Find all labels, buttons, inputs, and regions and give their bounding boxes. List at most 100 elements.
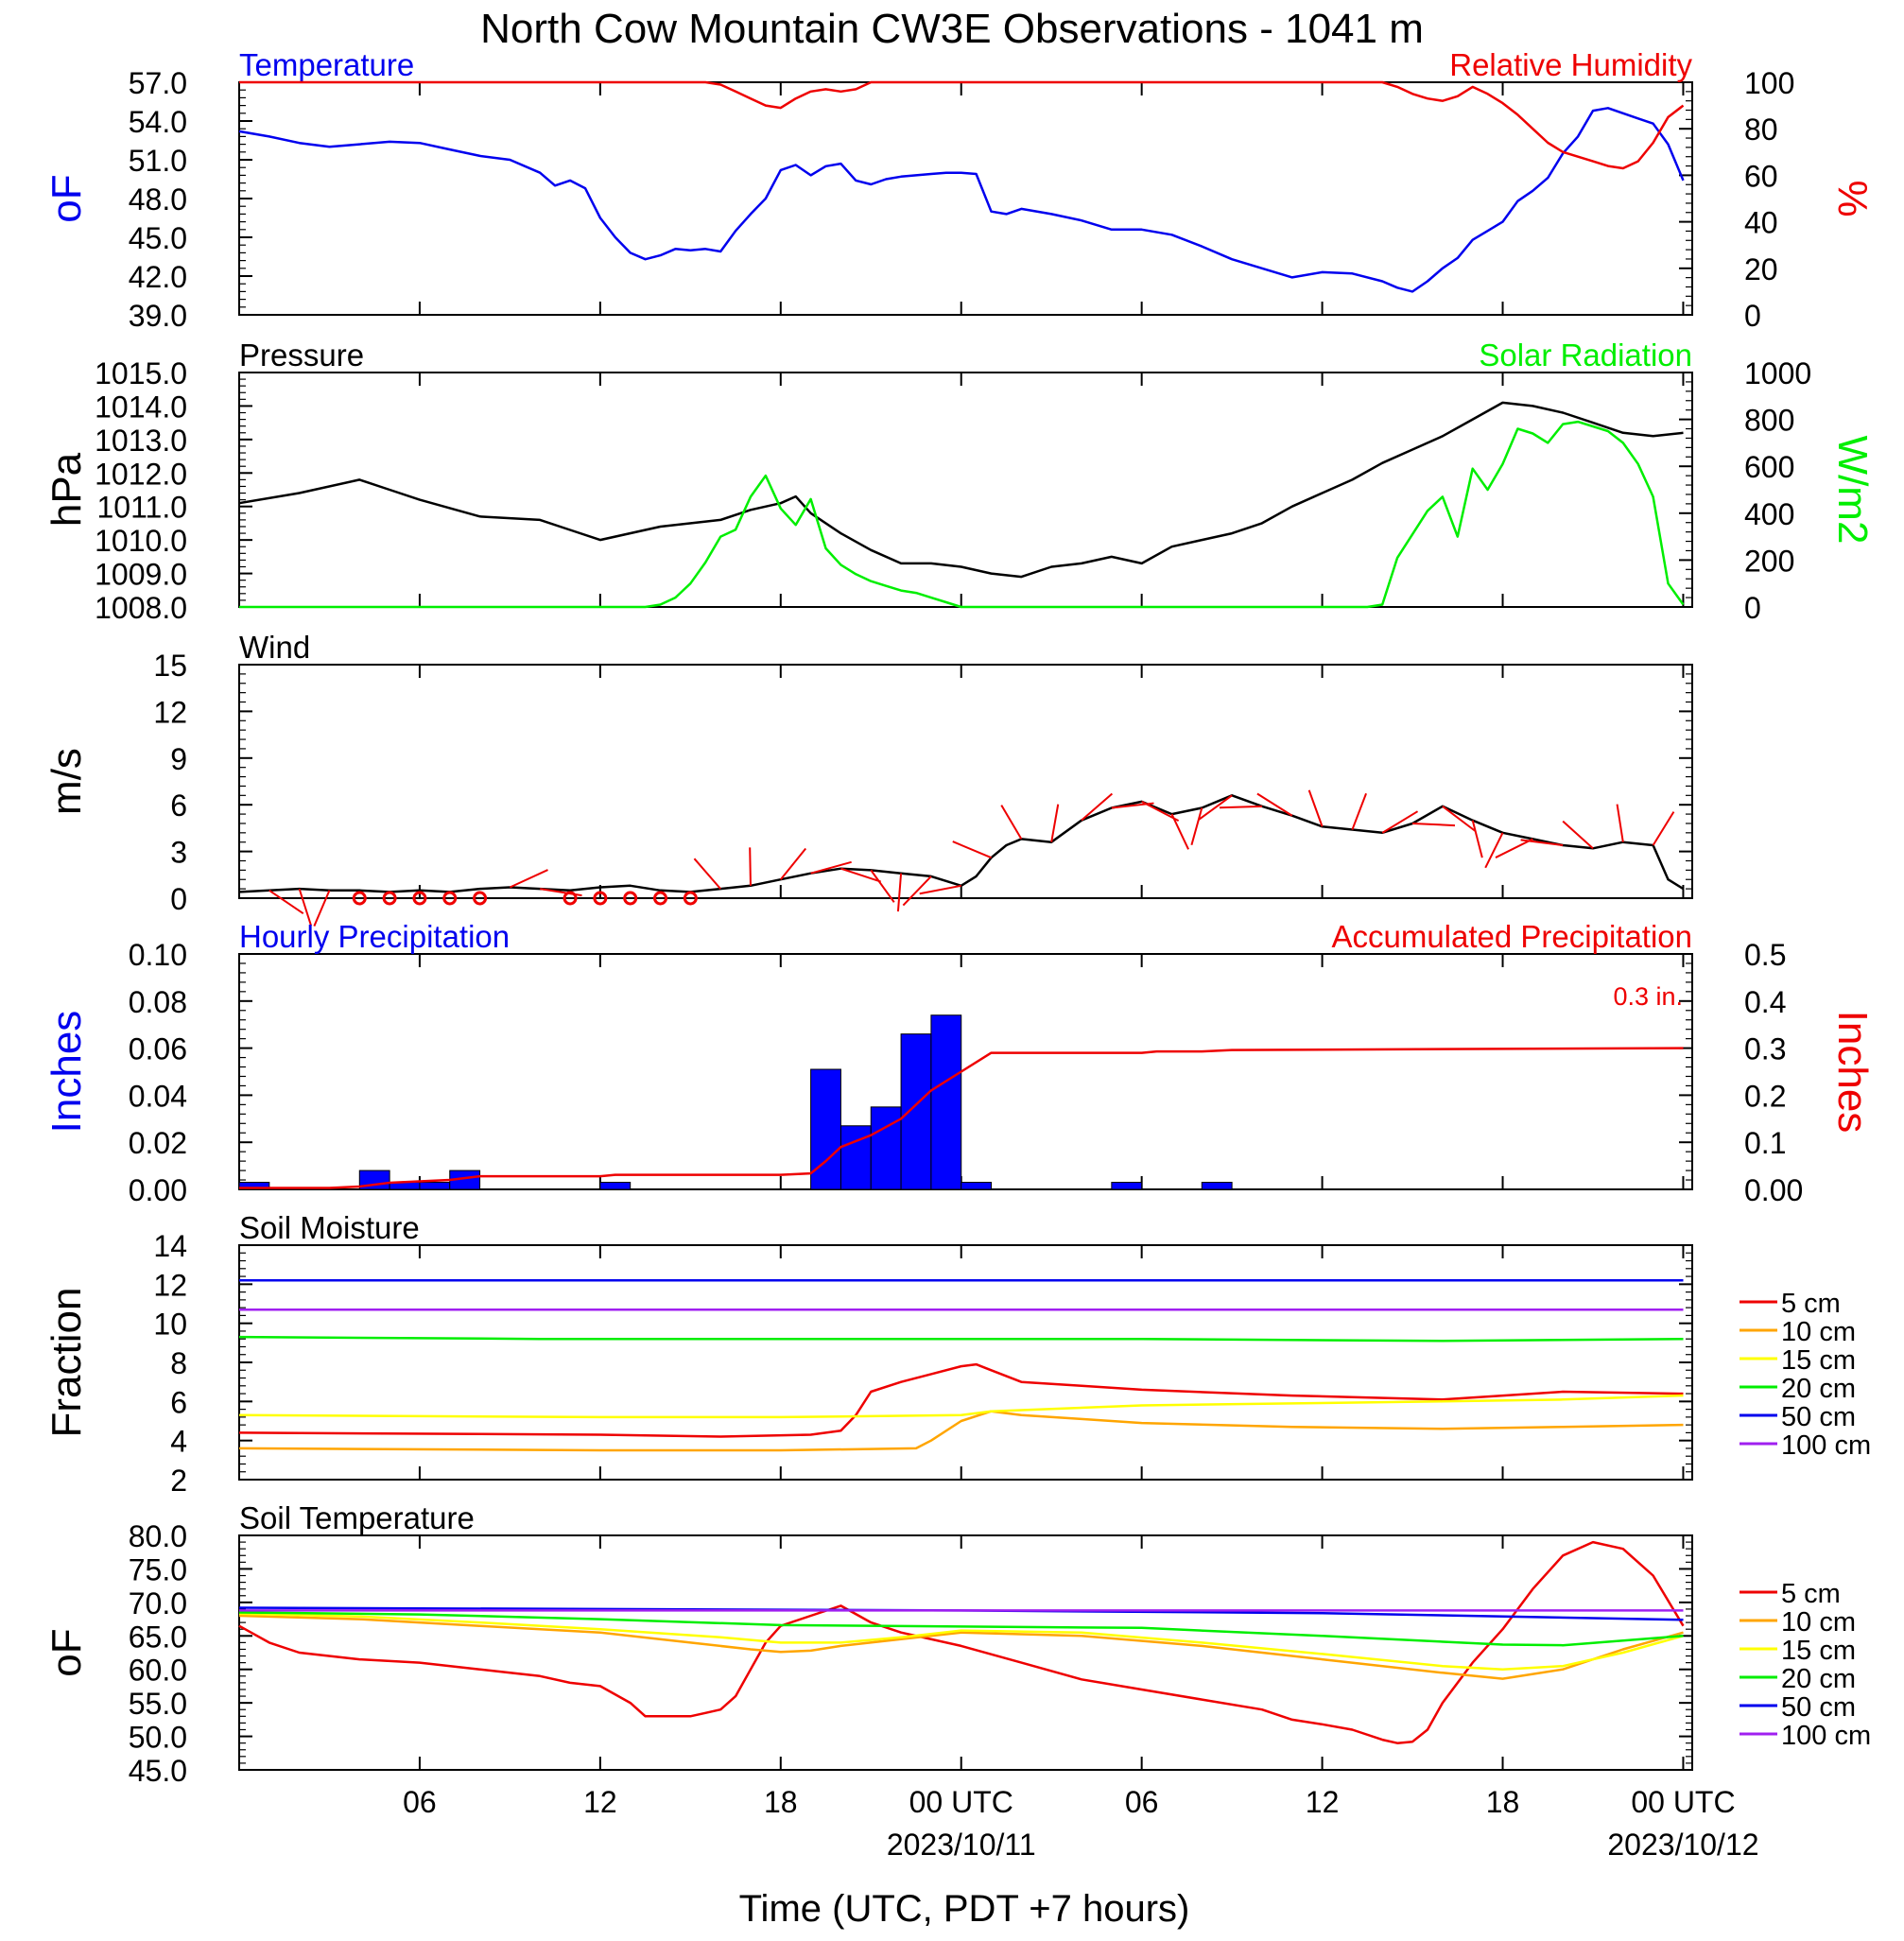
y-axis-label-left: m/s [43, 748, 90, 815]
wind-calm-circle [563, 891, 578, 906]
y-right-tick-label: 0.1 [1744, 1126, 1786, 1160]
y-tick-label: 0 [170, 882, 187, 916]
y-tick-label: 51.0 [129, 144, 187, 178]
y-right-tick-label: 600 [1744, 450, 1794, 484]
precip-bar [900, 1033, 932, 1190]
panel-right-title: Accumulated Precipitation [1331, 919, 1692, 954]
wind-barb [313, 890, 331, 927]
y-tick-label: 45.0 [129, 221, 187, 255]
y-tick-label: 57.0 [129, 66, 187, 100]
panel-left-title: Pressure [239, 338, 364, 373]
panel-left-title: Hourly Precipitation [239, 919, 510, 954]
y-tick-label: 54.0 [129, 105, 187, 139]
x-tick-label: 06 [1125, 1785, 1159, 1819]
panel-right-title: Relative Humidity [1449, 47, 1692, 82]
series-line-10-cm [238, 1614, 1684, 1680]
y-tick-label: 9 [170, 742, 187, 776]
panel-wind: 15 12 9 6 3 0 Wind m/s [43, 630, 1693, 927]
series-line-relative-humidity [239, 80, 1685, 170]
wind-barb [1562, 820, 1594, 850]
panel-frame [238, 1534, 1693, 1771]
y-right-tick-label: 200 [1744, 544, 1794, 578]
y-axis-label-left: Inches [43, 1011, 90, 1134]
y-tick-label: 55.0 [129, 1687, 187, 1721]
series-line-solar-radiation [239, 420, 1685, 609]
y-right-tick-label: 40 [1744, 206, 1778, 240]
wind-barb [1307, 789, 1324, 827]
panel-temperature_humidity: 57.0 54.0 51.0 48.0 45.0 42.0 39.0 100 80 60 40 20 0… [43, 47, 1876, 333]
y-tick-label: 14 [153, 1229, 187, 1263]
series-line-20-cm [238, 1611, 1684, 1647]
wind-barb [1081, 792, 1114, 822]
precip-bar [810, 1068, 841, 1190]
y-right-tick-label: 0 [1744, 591, 1761, 625]
series-line-5-cm [238, 1540, 1685, 1744]
x-tick-label: 00 UTC [1631, 1785, 1735, 1819]
wind-barb [1198, 794, 1233, 821]
panels: 57.054.051.048.045.042.039.0100806040200… [43, 47, 1876, 1788]
y-right-tick-label: 1000 [1744, 356, 1811, 390]
series-line-10-cm [238, 1410, 1684, 1452]
y-tick-label: 1013.0 [95, 424, 187, 458]
y-right-tick-label: 80 [1744, 113, 1778, 147]
y-tick-label: 12 [153, 695, 187, 729]
x-tick-label: 18 [1486, 1785, 1520, 1819]
wind-barb [1190, 807, 1203, 846]
legend-label: 20 cm [1781, 1664, 1856, 1694]
y-right-tick-label: 0.3 [1744, 1032, 1786, 1066]
x-tick-date: 2023/10/11 [887, 1828, 1036, 1862]
series-line-15-cm [238, 1394, 1684, 1419]
wind-calm-circle [412, 891, 427, 906]
precip-total-annotation: 0.3 in. [1613, 982, 1683, 1011]
y-axis-label-left: hPa [43, 452, 90, 527]
y-tick-label: 39.0 [129, 299, 187, 333]
y-tick-label: 80.0 [129, 1519, 187, 1553]
panel-precipitation: 0.10 0.08 0.06 0.04 0.02 0.00 0.5 0.4 0.3 0.2 0.1 0… [43, 919, 1876, 1207]
panel-right-title: Solar Radiation [1479, 338, 1692, 373]
y-tick-label: 42.0 [129, 260, 187, 294]
legend-label: 10 cm [1781, 1317, 1856, 1347]
y-tick-label: 0.08 [129, 985, 187, 1019]
precip-bar [839, 1125, 872, 1190]
wind-barb [1471, 820, 1483, 858]
x-tick-label: 06 [403, 1785, 437, 1819]
wind-calm-circle [683, 891, 698, 906]
wind-barb [810, 860, 852, 875]
x-axis-label: Time (UTC, PDT +7 hours) [739, 1888, 1190, 1930]
wind-barb [1484, 832, 1504, 869]
y-tick-label: 48.0 [129, 182, 187, 217]
precip-bar [1201, 1182, 1233, 1190]
y-tick-label: 8 [170, 1346, 187, 1380]
chart-title: North Cow Mountain CW3E Observations - 1… [480, 6, 1424, 52]
y-tick-label: 65.0 [129, 1620, 187, 1654]
panel-left-title: Soil Moisture [239, 1210, 420, 1245]
x-tick-date: 2023/10/12 [1607, 1828, 1758, 1862]
y-right-tick-label: 0.2 [1744, 1079, 1786, 1113]
legend-label: 5 cm [1781, 1579, 1841, 1609]
wind-barb [919, 884, 961, 895]
series-line-wind [238, 794, 1685, 893]
precip-bar [930, 1014, 962, 1190]
panel-left-title: Temperature [239, 47, 414, 82]
y-tick-label: 15 [153, 649, 187, 683]
y-right-tick-label: 0.5 [1744, 938, 1786, 972]
x-axis: 06 12 18 00 UTC 2023/10/11 06 12 18 00 UTC 2023/1… [403, 1785, 1758, 1862]
series-line-pressure [238, 401, 1684, 579]
y-right-tick-label: 60 [1744, 159, 1778, 193]
y-axis-label-right: Inches [1829, 1011, 1876, 1134]
legend-label: 10 cm [1781, 1607, 1856, 1638]
panel-frame [238, 953, 1693, 1190]
wind-barb [749, 847, 752, 886]
y-tick-label: 1011.0 [97, 491, 188, 525]
y-tick-label: 10 [153, 1308, 187, 1342]
wind-calm-circle [442, 891, 458, 906]
legend-label: 50 cm [1781, 1402, 1856, 1432]
y-tick-label: 0.00 [129, 1173, 187, 1207]
y-axis-label-right: % [1829, 180, 1876, 217]
wind-barb [902, 875, 932, 907]
precip-bar [961, 1182, 993, 1190]
y-tick-label: 1010.0 [95, 524, 187, 558]
y-tick-label: 75.0 [129, 1552, 187, 1586]
y-tick-label: 2 [170, 1464, 187, 1498]
